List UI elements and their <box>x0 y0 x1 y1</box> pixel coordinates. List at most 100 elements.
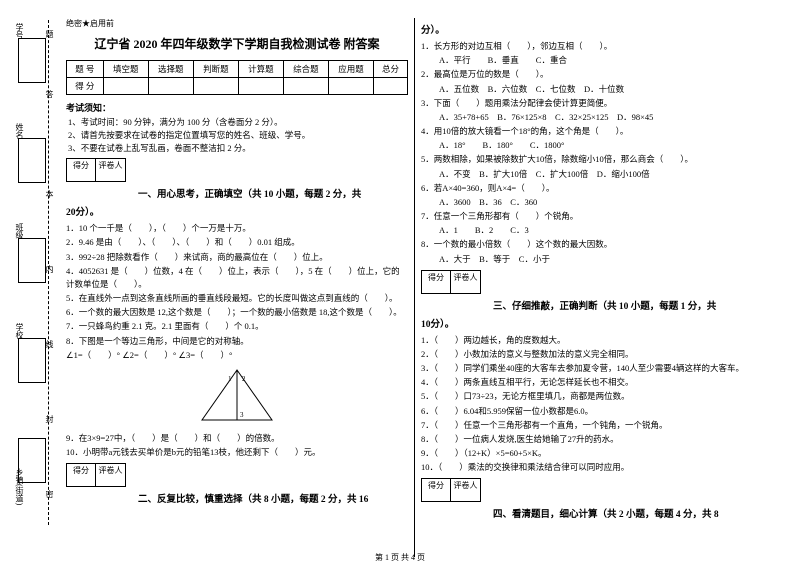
question: 4．用10倍的放大镜看一个18°的角，这个角是（ ）。 <box>421 125 764 138</box>
question: 8．（ ）一位病人发烧,医生给她输了27升的药水。 <box>421 433 764 446</box>
section2-questions: 1．长方形的对边互相（ ），邻边互相（ ）。 A．平行 B．垂直 C．重合 2．… <box>421 40 764 266</box>
options: A．3600 B．36 C．360 <box>421 196 764 209</box>
binding-box <box>18 438 46 483</box>
question: 4．（ ）两条直线互相平行，无论怎样延长也不相交。 <box>421 376 764 389</box>
scorebox: 得分 评卷人 <box>66 463 408 487</box>
section2-title: 二、反复比较，慎重选择（共 8 小题，每题 2 分，共 16 <box>66 491 408 505</box>
scorebox-score: 得分 <box>66 463 96 487</box>
question: 2．最高位是万位的数是（ ）。 <box>421 68 764 81</box>
question: 6．若A×40=360，则A×4=（ ）。 <box>421 182 764 195</box>
svg-text:1: 1 <box>228 375 232 383</box>
question: 6．一个数的最大因数是 12,这个数是（ ）；一个数的最小倍数是 18,这个数是… <box>66 306 408 319</box>
options: A．1 B．2 C．3 <box>421 224 764 237</box>
right-column: 分）。 1．长方形的对边互相（ ），邻边互相（ ）。 A．平行 B．垂直 C．重… <box>415 18 770 557</box>
notice-list: 1、考试时间：90 分钟，满分为 100 分（含卷面分 2 分）。 2、请首先按… <box>66 116 408 154</box>
scorebox-grader: 评卷人 <box>451 478 481 502</box>
question: 2．（ ）小数加法的意义与整数加法的意义完全相同。 <box>421 348 764 361</box>
section2-title-cont: 分）。 <box>421 22 764 36</box>
question: 1．长方形的对边互相（ ），邻边互相（ ）。 <box>421 40 764 53</box>
notice-item: 1、考试时间：90 分钟，满分为 100 分（含卷面分 2 分）。 <box>68 116 408 129</box>
question: 8．下图是一个等边三角形，中间是它的对称轴。 <box>66 335 408 348</box>
scorebox: 得分 评卷人 <box>66 158 408 182</box>
binding-label: 学校 <box>14 323 25 339</box>
question: 2．9.46 是由（ ）、（ ）、（ ）和（ ）0.01 组成。 <box>66 236 408 249</box>
question: 1．10 个一千是（ ），（ ）个一万是十万。 <box>66 222 408 235</box>
left-column: 绝密★启用前 辽宁省 2020 年四年级数学下学期自我检测试卷 附答案 题 号 … <box>60 18 415 557</box>
question: 7．一只蜂鸟约重 2.1 克。2.1 里面有（ ）个 0.1。 <box>66 320 408 333</box>
question: 3．（ ）同学们乘坐40座的大客车去参加夏令营，140人至少需要4辆这样的大客车… <box>421 362 764 375</box>
question: 5．两数相除，如果被除数扩大10倍，除数缩小10倍，那么商会（ ）。 <box>421 153 764 166</box>
table-row: 得 分 <box>67 78 408 95</box>
question: 8．一个数的最小倍数（ ）这个数的最大因数。 <box>421 238 764 251</box>
question: ∠1=（ ）° ∠2=（ ）° ∠3=（ ）° <box>66 349 408 362</box>
binding-box <box>18 238 46 283</box>
section4-title: 四、看清题目，细心计算（共 2 小题，每题 4 分，共 8 <box>421 506 764 520</box>
cell <box>148 78 193 95</box>
scorebox-score: 得分 <box>421 270 451 294</box>
cell <box>374 78 408 95</box>
scorebox-score: 得分 <box>421 478 451 502</box>
question: 5．在直线外一点到这条直线所画的垂直线段最短。它的长度叫做这点到直线的（ ）。 <box>66 292 408 305</box>
cell <box>238 78 283 95</box>
cell: 填空题 <box>103 61 148 78</box>
cell: 总分 <box>374 61 408 78</box>
section3-title-cont: 10分）。 <box>421 316 764 330</box>
triangle-svg: 1 2 3 <box>192 365 282 425</box>
cell <box>328 78 373 95</box>
cell <box>283 78 328 95</box>
cell: 综合题 <box>283 61 328 78</box>
question: 9．（ ）（12+K）×5=60+5×K。 <box>421 447 764 460</box>
cell <box>103 78 148 95</box>
seal-char: 线 <box>44 340 55 348</box>
binding-label: 班级 <box>14 223 25 239</box>
scorebox-grader: 评卷人 <box>451 270 481 294</box>
section1-title: 一、用心思考，正确填空（共 10 小题，每题 2 分，共 <box>66 186 408 200</box>
question: 7．（ ）任意一个三角形都有一个直角，一个钝角，一个锐角。 <box>421 419 764 432</box>
cell: 判断题 <box>193 61 238 78</box>
question: 10．（ ）乘法的交换律和乘法结合律可以同时应用。 <box>421 461 764 474</box>
question: 6．（ ）6.04和5.959保留一位小数都是6.0。 <box>421 405 764 418</box>
question: 4．4052631 是（ ）位数，4 在（ ）位上，表示（ ），5 在（ ）位上… <box>66 265 408 291</box>
cell <box>193 78 238 95</box>
scorebox-grader: 评卷人 <box>96 158 126 182</box>
cell: 题 号 <box>67 61 104 78</box>
question: 7．任意一个三角形都有（ ）个锐角。 <box>421 210 764 223</box>
seal-char: 内 <box>44 265 55 273</box>
binding-label: 姓名 <box>14 123 25 139</box>
cell: 应用题 <box>328 61 373 78</box>
cell: 得 分 <box>67 78 104 95</box>
confidential-label: 绝密★启用前 <box>66 18 408 29</box>
scorebox-grader: 评卷人 <box>96 463 126 487</box>
exam-title: 辽宁省 2020 年四年级数学下学期自我检测试卷 附答案 <box>66 35 408 52</box>
page: 绝密★启用前 辽宁省 2020 年四年级数学下学期自我检测试卷 附答案 题 号 … <box>0 0 800 565</box>
binding-label: 学号 <box>14 23 25 39</box>
notice-heading: 考试须知： <box>66 101 408 114</box>
scorebox: 得分 评卷人 <box>421 478 764 502</box>
scorebox: 得分 评卷人 <box>421 270 764 294</box>
section1-title-cont: 20分）。 <box>66 204 408 218</box>
question: 5．（ ）口73÷23，无论方框里填几，商都是两位数。 <box>421 390 764 403</box>
svg-text:3: 3 <box>240 411 244 419</box>
options: A．大于 B．等于 C．小于 <box>421 253 764 266</box>
seal-char: 本 <box>44 190 55 198</box>
question: 3．下面（ ）题用乘法分配律会使计算更简便。 <box>421 97 764 110</box>
question: 3．992÷28 把除数看作（ ）来试商，商的最高位在（ ）位上。 <box>66 251 408 264</box>
table-row: 题 号 填空题 选择题 判断题 计算题 综合题 应用题 总分 <box>67 61 408 78</box>
options: A．18° B．180° C．1800° <box>421 139 764 152</box>
section1-questions: 1．10 个一千是（ ），（ ）个一万是十万。 2．9.46 是由（ ）、（ ）… <box>66 222 408 459</box>
binding-box <box>18 338 46 383</box>
page-footer: 第 1 页 共 4 页 <box>0 552 800 563</box>
question: 9．在3×9=27中，（ ）是（ ）和（ ）的倍数。 <box>66 432 408 445</box>
binding-box <box>18 138 46 183</box>
notice-item: 3、不要在试卷上乱写乱画，卷面不整洁扣 2 分。 <box>68 142 408 155</box>
options: A．五位数 B．六位数 C．七位数 D．十位数 <box>421 83 764 96</box>
notice-item: 2、请首先按要求在试卷的指定位置填写您的姓名、班级、学号。 <box>68 129 408 142</box>
scorebox-score: 得分 <box>66 158 96 182</box>
seal-char: 封 <box>44 415 55 423</box>
question: 10．小明带a元钱去买单价是b元的铅笔13枝，他还剩下（ ）元。 <box>66 446 408 459</box>
options: A．平行 B．垂直 C．重合 <box>421 54 764 67</box>
section3-questions: 1．（ ）两边越长，角的度数越大。 2．（ ）小数加法的意义与整数加法的意义完全… <box>421 334 764 475</box>
seal-char: 题 <box>44 30 55 38</box>
seal-char: 密 <box>44 490 55 498</box>
score-table: 题 号 填空题 选择题 判断题 计算题 综合题 应用题 总分 得 分 <box>66 60 408 95</box>
